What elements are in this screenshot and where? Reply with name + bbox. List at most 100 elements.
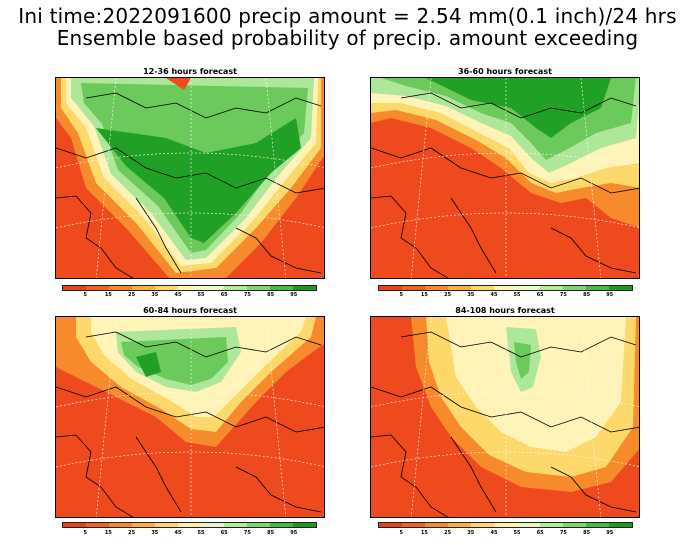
colorbar-ticks-84-108: 5 15 25 35 45 55 65 75 85 95: [378, 530, 633, 538]
cb-tick: 35: [151, 292, 159, 298]
cb-swatch-10: [293, 523, 316, 527]
cb-swatch-8: [563, 286, 586, 290]
cb-swatch-1: [402, 523, 425, 527]
cb-swatch-2: [425, 523, 448, 527]
cb-tick: 95: [290, 530, 298, 536]
cb-swatch-5: [494, 286, 517, 290]
colorbar-ticks-36-60: 5 15 25 35 45 55 65 75 85 95: [378, 292, 633, 300]
cb-tick: 45: [174, 530, 182, 536]
colorbar-36-60: [378, 285, 633, 291]
cb-tick: 25: [444, 530, 452, 536]
cb-tick: 55: [513, 292, 521, 298]
cb-tick: 75: [559, 292, 567, 298]
cb-tick: 95: [290, 292, 298, 298]
cb-tick: 65: [536, 530, 544, 536]
cb-swatch-5: [178, 286, 201, 290]
cb-tick: 5: [399, 292, 403, 298]
map-12-36-svg: [56, 78, 324, 278]
cb-swatch-8: [563, 523, 586, 527]
cb-tick: 45: [490, 530, 498, 536]
cb-swatch-0: [63, 523, 86, 527]
cb-swatch-10: [609, 286, 632, 290]
cb-tick: 45: [174, 292, 182, 298]
graticule: [56, 317, 324, 517]
cb-swatch-6: [517, 286, 540, 290]
red-patch: [166, 78, 191, 90]
graticule: [56, 78, 324, 278]
map-panel-36-60: [370, 77, 640, 279]
cb-tick: 35: [151, 530, 159, 536]
cb-swatch-3: [132, 523, 155, 527]
graticule: [371, 78, 639, 278]
cb-tick: 65: [536, 292, 544, 298]
cb-swatch-8: [247, 523, 270, 527]
dark-green-zone: [136, 352, 161, 377]
cb-tick: 35: [467, 292, 475, 298]
cb-tick: 15: [104, 292, 112, 298]
cb-tick: 5: [83, 292, 87, 298]
colorbar-84-108: [378, 522, 633, 528]
figure-title-line-2: Ensemble based probability of precip. am…: [56, 26, 639, 50]
map-panel-12-36: [55, 77, 325, 279]
cb-swatch-2: [109, 523, 132, 527]
cb-swatch-3: [132, 286, 155, 290]
cb-tick: 55: [513, 530, 521, 536]
cb-swatch-10: [293, 286, 316, 290]
cb-tick: 85: [267, 530, 275, 536]
cb-tick: 5: [399, 530, 403, 536]
mid-green-zone: [514, 342, 531, 379]
cb-swatch-9: [586, 286, 609, 290]
cb-tick: 15: [420, 530, 428, 536]
cb-tick: 25: [128, 530, 136, 536]
map-36-60-svg: [371, 78, 639, 278]
figure-title-line-1: Ini time:2022091600 precip amount = 2.54…: [18, 4, 677, 28]
cb-swatch-4: [471, 523, 494, 527]
cb-tick: 5: [83, 530, 87, 536]
cb-tick: 85: [267, 292, 275, 298]
map-panel-84-108: [370, 316, 640, 518]
cb-tick: 25: [128, 292, 136, 298]
coastlines: [56, 92, 324, 278]
cb-swatch-3: [448, 286, 471, 290]
cb-tick: 75: [559, 530, 567, 536]
cb-swatch-1: [86, 523, 109, 527]
panel-title: 84-108 hours forecast: [455, 306, 555, 315]
panel-title: 12-36 hours forecast: [143, 67, 237, 76]
colorbar-12-36: [62, 285, 317, 291]
cb-swatch-4: [155, 523, 178, 527]
graticule: [371, 317, 639, 517]
panel-title: 60-84 hours forecast: [143, 306, 237, 315]
cb-tick: 45: [490, 292, 498, 298]
cb-swatch-9: [270, 523, 293, 527]
cb-swatch-2: [425, 286, 448, 290]
colorbar-60-84: [62, 522, 317, 528]
cb-swatch-6: [201, 286, 224, 290]
cb-tick: 75: [243, 292, 251, 298]
cb-swatch-2: [109, 286, 132, 290]
cb-swatch-5: [178, 523, 201, 527]
cb-swatch-10: [609, 523, 632, 527]
cb-swatch-7: [540, 286, 563, 290]
cb-swatch-4: [155, 286, 178, 290]
cb-tick: 35: [467, 530, 475, 536]
cb-swatch-6: [517, 523, 540, 527]
colorbar-ticks-12-36: 5 15 25 35 45 55 65 75 85 95: [62, 292, 317, 300]
cb-swatch-4: [471, 286, 494, 290]
cb-tick: 55: [197, 530, 205, 536]
cb-swatch-1: [86, 286, 109, 290]
pale-zone: [446, 317, 626, 452]
map-84-108-svg: [371, 317, 639, 517]
cb-tick: 15: [420, 292, 428, 298]
cb-swatch-8: [247, 286, 270, 290]
cb-tick: 15: [104, 530, 112, 536]
mid-green-zone: [121, 337, 228, 385]
cb-swatch-0: [379, 523, 402, 527]
map-60-84-svg: [56, 317, 324, 517]
cb-tick: 25: [444, 292, 452, 298]
map-panel-60-84: [55, 316, 325, 518]
panel-title: 36-60 hours forecast: [458, 67, 552, 76]
dark-green-zone: [426, 78, 611, 138]
cb-tick: 55: [197, 292, 205, 298]
cb-swatch-0: [63, 286, 86, 290]
cb-swatch-5: [494, 523, 517, 527]
